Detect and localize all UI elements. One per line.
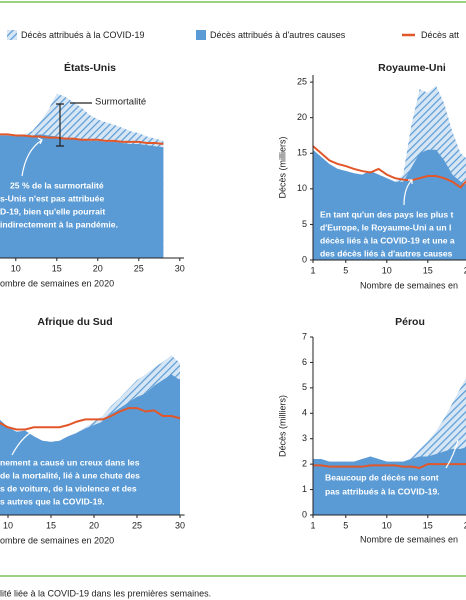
annotation: des décès liés à d'autres causes (320, 248, 453, 258)
x-tick-label: 10 (382, 265, 392, 275)
annotation: Surmortalité (95, 97, 146, 108)
panel-title: États-Unis (64, 61, 116, 74)
x-tick-label: 25 (134, 263, 144, 273)
annotation: En tant qu'un des pays les plus t (320, 209, 453, 219)
annotation: de la mortalité, lié à une chute des (0, 470, 140, 480)
bracket (56, 103, 64, 147)
other-causes-area (313, 149, 466, 260)
y-tick-label: 2 (302, 459, 307, 469)
x-axis-label: ombre de semaines en 2020 (0, 278, 114, 288)
x-tick-label: 1 (310, 520, 315, 530)
panel-title: Afrique du Sud (37, 316, 112, 328)
x-tick-label: 5 (343, 520, 348, 530)
y-tick-label: 6 (302, 357, 307, 367)
x-tick-label: 20 (464, 520, 466, 530)
other-causes-area (0, 374, 180, 515)
legend-swatch (7, 30, 17, 40)
arrow (11, 432, 31, 456)
legend-label: Décès att (421, 30, 460, 40)
legend-label: Décès attribués à d'autres causes (210, 30, 346, 40)
footnote: lité liée à la COVID-19 dans les premièr… (0, 588, 211, 598)
arrow (403, 179, 413, 206)
x-axis-label: Nombre de semaines en (360, 280, 458, 290)
annotation: d'Europe, le Royaume-Uni a un l (320, 222, 451, 232)
y-axis-label: Décès (milliers) (277, 395, 287, 457)
annotation: s autres que la COVID-19. (0, 496, 105, 506)
annotation: indirectement à la pandémie. (0, 219, 118, 229)
y-tick-label: 10 (297, 183, 307, 193)
y-tick-label: 0 (302, 254, 307, 264)
annotation: s-Unis n'est pas attribuée (0, 193, 104, 203)
x-tick-label: 15 (423, 520, 433, 530)
y-tick-label: 5 (302, 219, 307, 229)
y-tick-label: 7 (302, 331, 307, 341)
x-tick-label: 5 (343, 265, 348, 275)
expected-line (0, 407, 181, 431)
panel: 1510152001234567Décès (milliers)PérouNom… (277, 316, 466, 544)
x-tick-label: 10 (382, 520, 392, 530)
annotation: pas attribués à la COVID-19. (325, 486, 440, 496)
x-tick-label: 1 (310, 265, 315, 275)
x-tick-label: 15 (423, 265, 433, 275)
panel: 151015200510152025Décès (milliers)Royaum… (277, 62, 466, 290)
x-tick-label: 20 (464, 265, 466, 275)
panel: 10 15 20 25 30 États-Unis ombre de semaines en… (0, 61, 185, 288)
x-tick-label: 30 (175, 520, 185, 530)
panel-title: Pérou (395, 316, 425, 328)
x-tick-label: 10 (3, 520, 13, 530)
y-tick-label: 5 (302, 382, 307, 392)
y-tick-label: 25 (297, 76, 307, 86)
legend-label: Décès attribués à la COVID-19 (21, 30, 145, 40)
x-tick-label: 10 (11, 263, 21, 273)
x-tick-label: 15 (46, 520, 56, 530)
x-tick-label: 30 (175, 263, 185, 273)
x-tick-label: 20 (89, 520, 99, 530)
panel: 10 15 20 25 30 Afrique du Sud ombre de semaine… (0, 316, 185, 545)
y-tick-label: 3 (302, 433, 307, 443)
y-tick-label: 20 (297, 112, 307, 122)
annotation: décès liés à la COVID-19 et une a (320, 235, 455, 245)
annotation: 25 % de la surmortalité (10, 180, 104, 190)
expected-line (312, 145, 466, 189)
annotation: Beaucoup de décès ne sont (325, 472, 439, 482)
other-causes-area (0, 134, 164, 258)
x-axis-label: Nombre de semaines en (360, 534, 458, 544)
panel-title: Royaume-Uni (378, 62, 446, 74)
expected-line (313, 463, 466, 469)
legend-swatch (196, 30, 206, 40)
y-tick-label: 4 (302, 408, 307, 418)
x-tick-label: 20 (93, 263, 103, 273)
y-tick-label: 1 (302, 484, 307, 494)
y-axis-label: Décès (milliers) (277, 136, 287, 198)
x-tick-label: 25 (132, 520, 142, 530)
annotation: nement a causé un creux dans les (0, 457, 140, 467)
y-tick-label: 0 (302, 509, 307, 519)
x-tick-label: 15 (52, 263, 62, 273)
expected-line (0, 133, 164, 146)
arrow (445, 439, 459, 469)
y-tick-label: 15 (297, 148, 307, 158)
x-axis-label: ombre de semaines en 2020 (0, 535, 114, 545)
annotation: s de voiture, de la violence et des (0, 483, 137, 493)
arrow (21, 137, 43, 177)
annotation: D-19, bien qu'elle pourrait (0, 206, 105, 216)
